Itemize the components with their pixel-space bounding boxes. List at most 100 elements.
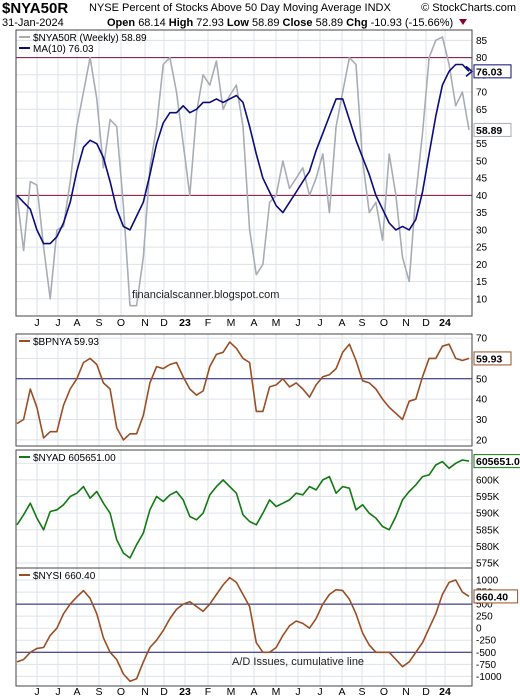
last-value-label: 58.89: [476, 125, 502, 137]
panel-frame: [15, 567, 473, 687]
y-tick-label: 70: [476, 334, 488, 345]
x-tick-label: D: [160, 686, 168, 698]
x-tick-label: S: [95, 686, 102, 698]
y-tick-label: 590K: [476, 509, 500, 520]
y-tick-label: 25: [476, 243, 488, 254]
close-label: Close: [282, 17, 313, 29]
x-tick-label: N: [402, 686, 410, 698]
y-tick-label: 500: [476, 600, 493, 611]
y-tick-label: 45: [476, 174, 488, 185]
last-value-tag: [473, 589, 519, 604]
last-value-tag: [473, 351, 512, 366]
last-value-label: 76.03: [476, 66, 502, 78]
chart-date: 31-Jan-2024: [2, 17, 64, 29]
x-tick-label: O: [380, 317, 388, 329]
x-tick-label: J: [55, 686, 60, 698]
y-tick-label: 0: [476, 624, 482, 635]
x-tick-label: O: [117, 686, 125, 698]
x-tick-label: M: [272, 317, 281, 329]
x-tick-label: N: [402, 317, 410, 329]
x-tick-label: O: [380, 686, 388, 698]
y-tick-label: 20: [476, 435, 488, 446]
x-tick-label: 23: [179, 686, 191, 698]
legend-entry: $NYAD 605651.00: [33, 453, 116, 464]
panel-4: -1000-750-500-25002505007501000660.40$NY…: [15, 567, 519, 687]
high-label: High: [168, 17, 194, 29]
x-tick-label: D: [422, 686, 430, 698]
y-tick-label: 10: [476, 294, 488, 305]
x-tick-label: M: [272, 686, 281, 698]
high-value: 72.93: [196, 17, 224, 29]
x-tick-label: J: [34, 686, 39, 698]
y-tick-label: 30: [476, 225, 488, 236]
brand-link[interactable]: © StockCharts.com: [421, 2, 516, 14]
chart-description: NYSE Percent of Stocks Above 50 Day Movi…: [89, 2, 391, 14]
chg-label: Chg: [346, 17, 368, 29]
series-line: [16, 36, 470, 307]
y-tick-label: 40: [476, 395, 488, 406]
series-line: [16, 459, 470, 559]
x-tick-label: N: [141, 317, 149, 329]
x-tick-label: S: [95, 317, 102, 329]
y-tick-label: 250: [476, 612, 493, 623]
series-line: [16, 576, 470, 683]
panel-2: 20304050607059.93$BPNYA 59.93: [15, 333, 512, 447]
close-value: 58.89: [315, 17, 344, 29]
panel-3: 575K580K585K590K595K600K605K605651.0$NYA…: [15, 449, 520, 570]
legend-entry: MA(10) 76.03: [33, 44, 94, 55]
y-tick-label: -250: [476, 636, 496, 647]
x-tick-label: 23: [179, 317, 191, 329]
series-line: [16, 341, 470, 441]
x-tick-label: J: [317, 317, 322, 329]
last-value-tag: [473, 122, 512, 137]
panel-frame: [15, 29, 473, 317]
ohlc-readout: Open 68.14 High 72.93 Low 58.89 Close 58…: [107, 17, 468, 29]
x-tick-label: J: [295, 317, 300, 329]
x-tick-label: A: [73, 317, 80, 329]
y-tick-label: 20: [476, 260, 488, 271]
x-tick-label: M: [227, 317, 236, 329]
legend-entry: $NYA50R (Weekly) 58.89: [33, 33, 147, 44]
chart-ticker: $NYA50R: [2, 0, 69, 17]
y-tick-label: 50: [476, 156, 488, 167]
x-tick-label: A: [338, 317, 345, 329]
y-tick-label: 55: [476, 139, 488, 150]
x-tick-label: J: [55, 317, 60, 329]
y-tick-label: 50: [476, 374, 488, 385]
panel-1: 1015202530354045505560657075808558.89$NY…: [15, 29, 512, 317]
x-tick-label: A: [250, 317, 257, 329]
open-value: 68.14: [138, 17, 166, 29]
x-tick-label: D: [422, 317, 430, 329]
y-tick-label: 30: [476, 415, 488, 426]
series-line: [16, 63, 470, 245]
x-tick-label: J: [34, 317, 39, 329]
x-tick-label: N: [141, 686, 149, 698]
annotation: A/D Issues, cumulative line: [232, 656, 364, 668]
last-value-tag: [473, 64, 512, 79]
last-value-label: 660.40: [476, 591, 508, 603]
last-value-tag: [473, 454, 520, 469]
x-tick-label: J: [317, 686, 322, 698]
low-value: 58.89: [251, 17, 280, 29]
x-tick-label: 24: [439, 686, 451, 698]
y-tick-label: 585K: [476, 525, 500, 536]
open-label: Open: [107, 17, 136, 29]
legend-entry: $BPNYA 59.93: [33, 337, 99, 348]
x-tick-label: 24: [439, 317, 451, 329]
x-tick-label: F: [205, 686, 211, 698]
last-value-label: 59.93: [476, 353, 502, 365]
panel-frame: [15, 333, 473, 447]
watermark: financialscanner.blogspot.com: [132, 289, 279, 301]
x-tick-label: J: [295, 686, 300, 698]
x-tick-label: A: [250, 686, 257, 698]
x-tick-label: O: [117, 317, 125, 329]
y-tick-label: -500: [476, 648, 496, 659]
y-tick-label: -1000: [476, 672, 502, 683]
y-tick-label: 580K: [476, 542, 500, 553]
low-label: Low: [226, 17, 249, 29]
panel-frame: [15, 449, 473, 569]
last-value-label: 605651.0: [476, 456, 520, 468]
y-tick-label: 80: [476, 53, 488, 64]
